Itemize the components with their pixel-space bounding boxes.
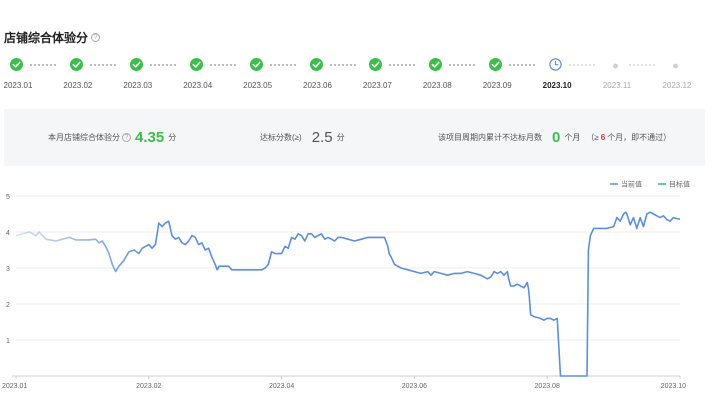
timeline-step-2023.10[interactable]: 2023.10 bbox=[537, 56, 577, 94]
timeline-step-2023.05[interactable]: 2023.05 bbox=[238, 56, 278, 94]
timeline-step-label: 2023.02 bbox=[63, 81, 93, 90]
timeline-connector bbox=[629, 64, 655, 66]
fail-months: 该项目周期内累计不达标月数 0 个月 （≥ 6 个月，即不通过） bbox=[438, 109, 671, 166]
fail-note-count: 6 bbox=[600, 133, 606, 142]
score-help-icon[interactable]: ? bbox=[122, 133, 131, 142]
timeline-step-label: 2023.11 bbox=[602, 81, 632, 90]
timeline-connector bbox=[389, 64, 416, 66]
fail-months-unit: 个月 bbox=[564, 133, 581, 142]
x-tick-label: 2023.04 bbox=[269, 383, 294, 390]
page-title: 店铺综合体验分 ? bbox=[4, 29, 101, 46]
fail-months-label: 该项目周期内累计不达标月数 bbox=[438, 133, 542, 142]
pending-dot-icon bbox=[672, 63, 678, 69]
pending-dot-icon bbox=[613, 63, 618, 69]
y-tick-label: 5 bbox=[6, 194, 10, 201]
timeline-step-label: 2023.07 bbox=[362, 81, 392, 90]
check-circle-icon bbox=[69, 58, 83, 71]
chart-series bbox=[15, 211, 681, 377]
timeline-step-2023.04[interactable]: 2023.04 bbox=[178, 56, 218, 94]
clock-icon bbox=[549, 58, 562, 71]
check-circle-icon bbox=[429, 58, 443, 71]
timeline-step-2023.12[interactable]: 2023.12 bbox=[657, 56, 697, 94]
check-circle-icon bbox=[309, 58, 323, 71]
timeline-connector bbox=[509, 64, 536, 66]
y-tick-label: 3 bbox=[6, 266, 10, 273]
check-circle-icon bbox=[489, 58, 503, 71]
check-circle-icon bbox=[369, 58, 383, 71]
check-circle-icon bbox=[129, 58, 143, 71]
timeline-step-label: 2023.01 bbox=[3, 81, 33, 90]
y-tick-label: 2 bbox=[6, 302, 10, 309]
legend-item-target[interactable]: 目标值 bbox=[658, 180, 690, 189]
x-tick-label: 2023.06 bbox=[402, 383, 427, 390]
timeline-connector bbox=[569, 64, 596, 66]
timeline-step-2023.07[interactable]: 2023.07 bbox=[357, 56, 397, 94]
timeline-step-label: 2023.03 bbox=[123, 81, 153, 90]
timeline-step-2023.01[interactable]: 2023.01 bbox=[0, 56, 38, 94]
x-axis-ticks: 2023.01 2023.02 2023.04 2023.06 2023.08 2023.… bbox=[2, 376, 686, 390]
x-tick-label: 2023.02 bbox=[136, 383, 161, 390]
month-timeline: 2023.01 2023.02 2023.03 2023.04 2023.05 2023.… bbox=[0, 56, 715, 96]
timeline-step-label: 2023.05 bbox=[243, 81, 273, 90]
timeline-connector bbox=[209, 64, 236, 66]
fail-note-suffix: 个月，即不通过） bbox=[607, 133, 672, 142]
timeline-step-2023.06[interactable]: 2023.06 bbox=[298, 56, 338, 94]
current-value-line bbox=[15, 211, 681, 377]
timeline-connector bbox=[449, 64, 476, 66]
timeline-step-2023.02[interactable]: 2023.02 bbox=[58, 56, 98, 94]
timeline-connector bbox=[149, 64, 176, 66]
timeline-step-2023.08[interactable]: 2023.08 bbox=[417, 56, 457, 94]
target-score: 达标分数(≥) 2.5 分 bbox=[260, 109, 345, 166]
check-circle-icon bbox=[249, 58, 263, 71]
current-score-unit: 分 bbox=[168, 133, 177, 142]
timeline-step-2023.11[interactable]: 2023.11 bbox=[597, 56, 637, 94]
chart-legend[interactable]: 当前值 目标值 bbox=[610, 180, 690, 189]
timeline-connector bbox=[89, 64, 116, 66]
legend-label: 目标值 bbox=[669, 180, 690, 189]
timeline-step-label: 2023.09 bbox=[482, 81, 512, 90]
legend-label: 当前值 bbox=[621, 180, 642, 189]
current-score-value: 4.35 bbox=[135, 129, 165, 146]
page-title-text: 店铺综合体验分 bbox=[4, 31, 89, 45]
timeline-step-label: 2023.08 bbox=[422, 81, 452, 90]
timeline-connector bbox=[30, 64, 56, 66]
help-icon[interactable]: ? bbox=[91, 33, 101, 42]
timeline-step-label: 2023.06 bbox=[303, 81, 332, 90]
x-tick-label: 2023.01 bbox=[2, 383, 27, 390]
timeline-step-label: 2023.12 bbox=[662, 81, 692, 90]
x-tick-label: 2023.10 bbox=[661, 383, 686, 390]
timeline-connector bbox=[329, 64, 356, 66]
top-strip bbox=[0, 0, 715, 6]
target-score-unit: 分 bbox=[336, 133, 345, 142]
y-tick-label: 4 bbox=[6, 230, 10, 237]
current-score: 本月店铺综合体验分 ? 4.35 分 bbox=[48, 109, 176, 166]
legend-item-current[interactable]: 当前值 bbox=[610, 180, 642, 189]
timeline-connector bbox=[269, 64, 296, 66]
fail-months-value: 0 bbox=[552, 129, 561, 146]
x-tick-label: 2023.08 bbox=[535, 383, 560, 390]
check-circle-icon bbox=[10, 58, 23, 71]
summary-panel: 本月店铺综合体验分 ? 4.35 分 达标分数(≥) 2.5 分 该项目周期内累… bbox=[4, 109, 705, 166]
target-score-value: 2.5 bbox=[311, 129, 333, 146]
timeline-step-label: 2023.10 bbox=[542, 81, 572, 90]
current-score-label: 本月店铺综合体验分 bbox=[48, 133, 120, 142]
y-axis-ticks: 1 2 3 4 5 bbox=[6, 194, 10, 345]
y-tick-label: 1 bbox=[6, 338, 10, 345]
timeline-step-label: 2023.04 bbox=[183, 81, 213, 90]
timeline-step-2023.09[interactable]: 2023.09 bbox=[477, 56, 517, 94]
check-circle-icon bbox=[189, 58, 203, 71]
target-score-label: 达标分数(≥) bbox=[260, 133, 302, 142]
fail-note-prefix: （≥ bbox=[586, 133, 599, 142]
timeline-step-2023.03[interactable]: 2023.03 bbox=[118, 56, 158, 94]
